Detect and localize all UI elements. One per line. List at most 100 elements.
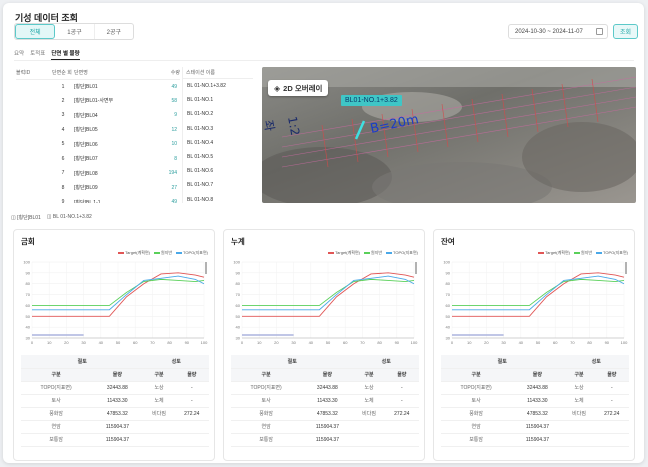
- summary-cell: TOPO(지표면): [441, 381, 512, 395]
- row-order: 6: [61, 155, 65, 162]
- x-tick-label: 50: [536, 340, 541, 345]
- y-tick-label: 50: [26, 314, 31, 319]
- x-tick-label: 0: [31, 340, 34, 345]
- head-fill: 성토: [353, 355, 419, 369]
- summary-row: 보통암 115904.37: [441, 433, 629, 447]
- x-tick-label: 90: [605, 340, 610, 345]
- legend-label: Target(계획면): [125, 250, 150, 255]
- legend-label: Target(계획면): [335, 250, 360, 255]
- table-row[interactable]: 7 [횡단]BL08 194: [16, 166, 180, 181]
- legend-item: 원지반: [573, 250, 593, 256]
- y-tick-label: 60: [236, 303, 241, 308]
- col-section-name: 단면명: [74, 67, 164, 80]
- tab-summary[interactable]: 요약: [14, 51, 25, 57]
- summary-table: 절토 성토 구분 물량 구분 물량 TOPO(지표면) 32443.88 노상 - 토사 11433.…: [231, 355, 419, 447]
- series-line-ground: [32, 278, 205, 306]
- row-quantity: 194: [168, 170, 177, 177]
- summary-cell: 비다짐: [563, 407, 595, 421]
- station-list-header: 스테이션 이름: [183, 67, 253, 79]
- legend-swatch: [538, 252, 545, 254]
- station-list-item[interactable]: BL 01-NO.1+3.82: [187, 83, 226, 89]
- series-line-ground: [242, 278, 415, 306]
- head-fill: 성토: [143, 355, 209, 369]
- summary-table: 절토 성토 구분 물량 구분 물량 TOPO(지표면) 32443.88 노상 - 토사 11433.…: [441, 355, 629, 447]
- station-list-item[interactable]: BL 01-NO.1: [187, 97, 214, 104]
- y-tick-label: 100: [443, 260, 450, 265]
- head-cut: 절토: [231, 355, 354, 369]
- table-row[interactable]: 2 [횡단]BL01-사면부 58: [16, 94, 180, 109]
- summary-cell: 풍화암: [441, 407, 512, 421]
- zone-filter: 전체 1공구 2공구: [14, 23, 134, 40]
- x-tick-label: 100: [411, 340, 418, 345]
- aerial-image: [262, 67, 636, 203]
- summary-cell: 47853.32: [91, 407, 144, 421]
- series-line-target: [452, 272, 625, 317]
- row-quantity: 58: [171, 97, 177, 104]
- row-section-name: [횡단]BL04: [74, 112, 98, 119]
- table-row[interactable]: 8 [횡단]BL09 27: [16, 181, 180, 196]
- station-list-item[interactable]: BL 01-NO.7: [187, 182, 214, 189]
- summary-row: 연암 115904.37: [231, 420, 419, 434]
- legend-label: TOPO(지표면): [183, 250, 208, 255]
- summary-cell: [594, 433, 629, 447]
- sub-header: 구분: [143, 368, 175, 382]
- tab-section-quantity[interactable]: 단면 별 물량: [51, 49, 80, 60]
- overlay-2d-button[interactable]: ◈ 2D 오버레이: [268, 80, 329, 96]
- tab-divider: [14, 60, 634, 61]
- station-list-item[interactable]: BL 01-NO.8: [187, 196, 214, 203]
- y-tick-label: 70: [236, 292, 241, 297]
- summary-cell: TOPO(지표면): [21, 381, 92, 395]
- card-title: 금회: [21, 237, 35, 246]
- y-tick-label: 50: [236, 314, 241, 319]
- x-tick-label: 60: [343, 340, 348, 345]
- x-tick-label: 80: [167, 340, 172, 345]
- table-row[interactable]: 6 [횡단]BL07 8: [16, 152, 180, 167]
- filter-all-button[interactable]: 전체: [15, 24, 56, 39]
- summary-cell: 115904.37: [301, 433, 354, 447]
- legend-item: Target(계획면): [538, 250, 570, 256]
- sub-header: 구분: [231, 368, 302, 382]
- legend-swatch: [118, 252, 125, 254]
- legend-item: 원지반: [363, 250, 382, 256]
- series-line-ground: [452, 278, 625, 306]
- col-quantity: 수량: [164, 67, 180, 80]
- tab-earthwork[interactable]: 토적표: [30, 51, 46, 57]
- summary-cell: [143, 420, 175, 434]
- head-fill: 성토: [563, 355, 629, 369]
- station-tag: BL01-NO.1+3.82: [341, 95, 402, 106]
- row-section-name: [횡단]BL01-사면부: [74, 98, 114, 105]
- table-row[interactable]: 5 [횡단]BL06 10: [16, 137, 180, 152]
- x-tick-label: 20: [484, 340, 489, 345]
- filter-zone2-button[interactable]: 2공구: [106, 30, 122, 36]
- table-row[interactable]: 4 [횡단]BL05 12: [16, 123, 180, 138]
- table-row[interactable]: 3 [횡단]BL04 9: [16, 108, 180, 123]
- date-range-picker[interactable]: 2024-10-30 ~ 2024-11-07: [508, 24, 608, 39]
- sub-header: 구분: [563, 368, 595, 382]
- summary-cell: 32443.88: [91, 381, 144, 395]
- series-line-topo: [242, 275, 415, 311]
- summary-row: 풍화암 47853.32 비다짐 272.24: [441, 407, 629, 421]
- summary-cell: 272.24: [174, 407, 209, 421]
- legend-label: 원지반: [160, 250, 173, 255]
- row-section-name: [횡단]BL 1-1: [74, 199, 101, 203]
- station-list-item[interactable]: BL 01-NO.2: [187, 111, 214, 118]
- station-list-item[interactable]: BL 01-NO.3: [187, 125, 214, 132]
- search-button[interactable]: 조회: [613, 24, 638, 39]
- station-list-item[interactable]: BL 01-NO.5: [187, 153, 214, 160]
- y-tick-label: 80: [236, 281, 241, 286]
- table-row[interactable]: 9 [횡단]BL 1-1 49: [16, 195, 180, 203]
- x-tick-label: 80: [377, 340, 382, 345]
- series-line-target: [32, 272, 205, 317]
- x-tick-label: 10: [257, 340, 262, 345]
- map-view[interactable]: B=20m 1:2 좌: [262, 67, 636, 203]
- legend-swatch: [153, 252, 160, 254]
- table-row[interactable]: 1 [횡단]BL01 49: [16, 79, 180, 94]
- summary-cell: -: [384, 381, 419, 395]
- station-list-item[interactable]: BL 01-NO.4: [187, 139, 214, 146]
- summary-table: 절토 성토 구분 물량 구분 물량 TOPO(지표면) 32443.88 노상 - 토사 11433.…: [21, 355, 209, 447]
- card-current: 금회 Target(계획면) 원지반 TOPO(지표면) 100 90 80 70 60 50…: [13, 229, 215, 461]
- chart-legend: Target(계획면) 원지반 TOPO(지표면): [118, 250, 208, 256]
- legend-label: 원지반: [580, 250, 593, 255]
- filter-zone1-button[interactable]: 1공구: [55, 24, 95, 39]
- station-list-item[interactable]: BL 01-NO.6: [187, 168, 214, 175]
